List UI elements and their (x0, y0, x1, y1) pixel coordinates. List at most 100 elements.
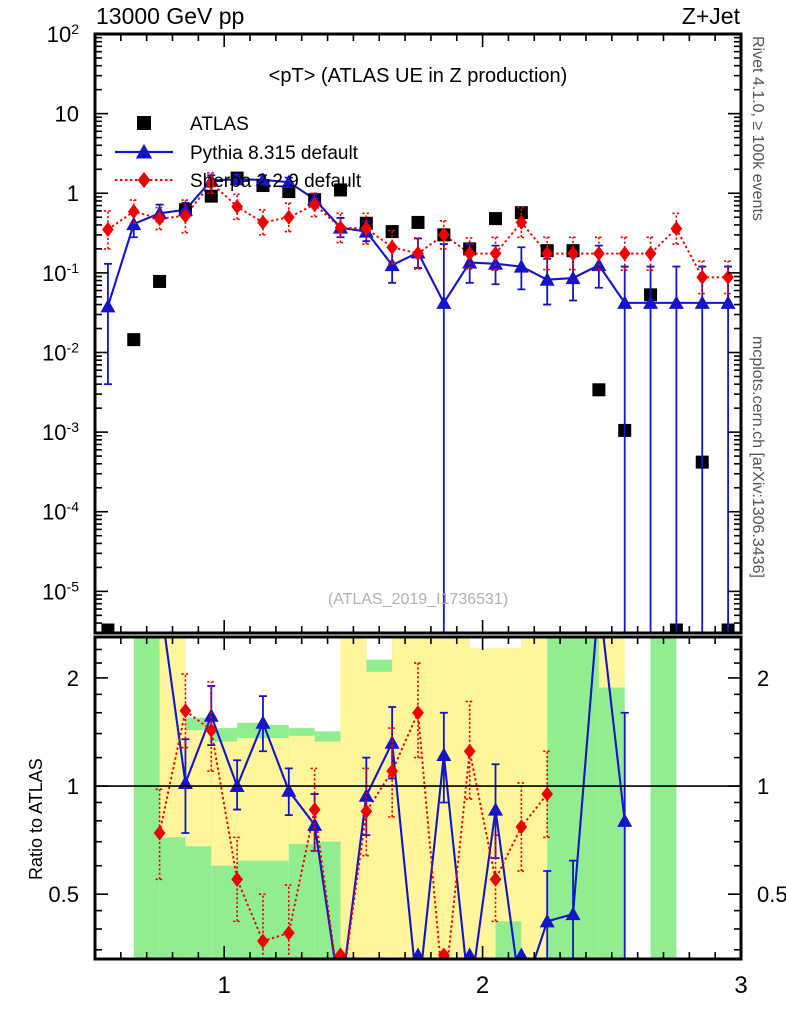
x-tick-label: 2 (476, 972, 489, 999)
series-errorbar-2 (543, 236, 552, 271)
ratio-y-tick-label-right: 2 (757, 666, 769, 691)
series-marker-2 (153, 211, 166, 227)
legend-label-1: Pythia 8.315 default (190, 143, 359, 164)
legend-marker-1 (135, 143, 153, 159)
series-marker-1 (643, 295, 659, 309)
series-marker-2 (618, 246, 631, 262)
mcplots-reference-label: mcplots.cern.ch [arXiv:1306.3436] (749, 336, 766, 578)
series-errorbar-2 (491, 236, 500, 272)
series-errorbar-1 (724, 265, 733, 633)
ratio-y-tick-label: 2 (67, 666, 79, 691)
main-y-tick-label: 10-5 (42, 578, 79, 604)
series-marker-1 (255, 172, 271, 186)
series-errorbar-1 (620, 265, 629, 633)
ratio-marker-0 (514, 947, 528, 959)
ratio-band-inner (366, 671, 393, 959)
series-marker-1 (100, 298, 116, 313)
series-marker-1 (539, 272, 555, 286)
header-left: 13000 GeV pp (96, 3, 245, 29)
series-errorbar-2 (646, 236, 655, 272)
ratio-marker-1 (515, 819, 528, 835)
ratio-marker-1 (412, 705, 424, 721)
ratio-marker-1 (179, 703, 192, 719)
ratio-marker-0 (488, 802, 504, 816)
ratio-errorbar-1 (362, 767, 371, 857)
series-errorbar-2 (129, 199, 138, 225)
ratio-marker-0 (411, 947, 425, 959)
ratio-errorbar-1 (543, 750, 552, 839)
main-plot-title: <pT> (ATLAS UE in Z production) (269, 65, 568, 87)
ratio-marker-1 (541, 786, 554, 802)
series-marker-1 (384, 257, 400, 272)
ratio-y-axis-title: Ratio to ATLAS (26, 758, 46, 880)
main-y-tick-label: 1 (67, 181, 79, 206)
series-marker-2 (696, 269, 709, 285)
series-marker-2 (334, 220, 347, 236)
ratio-marker-0 (463, 947, 477, 959)
ratio-errorbar-1 (414, 662, 422, 759)
series-marker-2 (463, 246, 476, 262)
ratio-marker-1 (282, 925, 295, 941)
series-marker-2 (412, 246, 424, 262)
ratio-marker-0 (436, 747, 452, 762)
series-marker-2 (489, 246, 502, 262)
series-marker-1 (229, 171, 245, 186)
ratio-y-tick-label: 1 (67, 774, 79, 799)
series-marker-2 (541, 246, 554, 262)
series-errorbar-2 (698, 260, 707, 295)
main-y-tick-label: 102 (47, 21, 79, 47)
header-right: Z+Jet (681, 3, 740, 29)
ratio-band-inner (495, 648, 522, 922)
ratio-panel-frame (93, 635, 743, 961)
ratio-band-inner (314, 741, 341, 842)
series-marker-0 (489, 212, 503, 226)
x-tick-label: 3 (734, 972, 747, 999)
legend-marker-0 (137, 116, 151, 130)
main-y-tick-label: 10-3 (42, 419, 79, 445)
main-series-group (100, 171, 736, 633)
series-marker-2 (205, 175, 218, 191)
series-marker-2 (386, 239, 399, 255)
series-marker-0 (592, 383, 606, 397)
ratio-errorbar-0 (543, 870, 552, 959)
ratio-errorbar-0 (620, 711, 629, 959)
ratio-marker-1 (153, 825, 166, 841)
ratio-marker-0 (539, 913, 555, 928)
ratio-band-inner (159, 637, 186, 838)
series-marker-2 (257, 214, 269, 230)
ratio-y-tick-label-right: 0.5 (757, 882, 786, 907)
series-marker-0 (127, 333, 141, 347)
ratio-band-outer (133, 637, 160, 959)
series-marker-2 (282, 209, 295, 225)
series-errorbar-2 (594, 236, 603, 272)
ratio-bands-group (133, 637, 677, 959)
ratio-errorbar-1 (284, 884, 293, 959)
ratio-marker-0 (358, 788, 374, 802)
ratio-marker-1 (463, 743, 476, 759)
main-y-tick-label: 10-4 (42, 499, 79, 525)
ratio-band-inner (598, 637, 625, 688)
series-marker-0 (333, 183, 347, 197)
ratio-y-tick-label: 0.5 (48, 882, 79, 907)
ratio-marker-0 (565, 906, 581, 921)
ratio-marker-1 (231, 871, 243, 887)
series-marker-2 (102, 222, 114, 238)
series-errorbar-2 (569, 236, 578, 271)
x-tick-label: 1 (218, 972, 231, 999)
ratio-marker-1 (257, 933, 269, 949)
series-marker-1 (281, 174, 297, 189)
series-marker-1 (720, 295, 736, 309)
ratio-marker-1 (308, 802, 321, 818)
ratio-band-inner (392, 637, 418, 959)
series-marker-2 (567, 246, 579, 262)
ratio-marker-1 (360, 803, 373, 819)
series-errorbar-2 (724, 260, 733, 295)
ratio-marker-1 (489, 871, 502, 887)
ratio-marker-1 (205, 722, 218, 738)
main-y-tick-label: 10-2 (42, 339, 79, 365)
series-errorbar-2 (258, 208, 267, 236)
series-errorbar-2 (414, 237, 422, 270)
series-marker-0 (153, 274, 167, 288)
series-marker-2 (644, 246, 657, 262)
